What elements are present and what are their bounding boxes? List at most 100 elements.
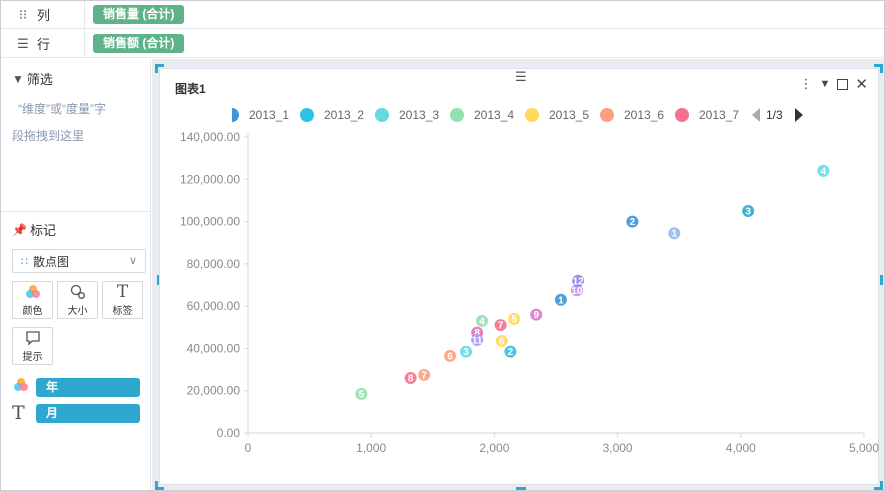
label-button-label: 标签 — [112, 305, 133, 317]
scatter-point — [404, 372, 417, 385]
chevron-down-icon: ∨ — [128, 255, 137, 267]
columns-icon: ⁝⁝ — [18, 6, 28, 22]
filter-section[interactable]: ▼ 筛选 “维度”或“度量”字 段拖拽到这里 — [1, 59, 150, 212]
point-label: 1 — [558, 295, 564, 306]
scatter-icon: ∷ — [21, 255, 28, 268]
point-label: 4 — [821, 166, 827, 177]
scatter-point — [554, 293, 567, 306]
y-tick-label: 80,000.00 — [187, 257, 241, 271]
x-tick-label: 3,000 — [603, 441, 633, 455]
legend-next-icon — [795, 108, 803, 122]
resize-handle-top-right[interactable] — [874, 64, 883, 73]
legend-marker — [600, 108, 614, 122]
label-icon: T — [12, 402, 25, 424]
filter-drop-hint: “维度”或“度量”字 段拖拽到这里 — [12, 96, 140, 150]
tooltip-button[interactable]: 提示 — [12, 327, 53, 365]
legend-item-label: 2013_5 — [549, 108, 589, 122]
maximize-icon[interactable] — [837, 78, 849, 90]
more-icon[interactable]: ⋮ — [799, 76, 813, 91]
point-label: 4 — [479, 316, 485, 327]
legend-item-label: 2013_6 — [624, 108, 664, 122]
point-label: 8 — [408, 374, 414, 385]
filter-hint-line2: 段拖拽到这里 — [12, 129, 85, 143]
drag-handle-icon[interactable]: ☰ — [515, 69, 527, 84]
legend-marker — [232, 108, 239, 122]
legend-marker — [525, 108, 539, 122]
close-icon[interactable]: ✕ — [855, 76, 868, 93]
rows-shelf: ☰ 行 销售额 (合计) — [1, 30, 884, 58]
resize-handle-bottom-right[interactable] — [874, 481, 883, 490]
y-tick-label: 20,000.00 — [187, 384, 241, 398]
legend-marker — [375, 108, 389, 122]
rows-field-pill[interactable]: 销售额 (合计) — [93, 34, 185, 53]
point-label: 3 — [745, 207, 751, 218]
y-tick-label: 120,000.00 — [180, 172, 240, 186]
resize-handle-left[interactable] — [157, 275, 160, 285]
resize-handle-bottom-left[interactable] — [155, 481, 164, 490]
mark-buttons: 颜色 大小 T 标签 提示 — [12, 281, 152, 365]
x-tick-label: 4,000 — [726, 441, 756, 455]
marks-title: 📌 标记 — [12, 220, 150, 239]
filter-title-text: 筛选 — [26, 72, 53, 87]
point-label: 10 — [571, 286, 583, 297]
legend-item-label: 2013_1 — [249, 108, 289, 122]
scatter-point — [572, 274, 585, 287]
pin-icon: 📌 — [12, 222, 27, 237]
columns-shelf: ⁝⁝ 列 销售量 (合计) — [1, 1, 884, 29]
legend-marker — [675, 108, 689, 122]
legend-prev-icon — [752, 108, 760, 122]
chart-toolbar: ⋮ ▼ ✕ — [800, 75, 868, 93]
scatter-point — [530, 308, 543, 321]
size-button[interactable]: 大小 — [57, 281, 98, 319]
color-button[interactable]: 颜色 — [12, 281, 53, 319]
scatter-point — [494, 319, 507, 332]
scatter-point — [817, 164, 830, 177]
x-tick-label: 0 — [245, 441, 252, 455]
resize-handle-bottom[interactable] — [516, 487, 526, 490]
size-button-label: 大小 — [67, 305, 88, 317]
point-label: 6 — [447, 351, 453, 362]
filter-title: ▼ 筛选 — [12, 69, 150, 88]
point-label: 9 — [534, 310, 540, 321]
legend-marker — [300, 108, 314, 122]
columns-field-pill[interactable]: 销售量 (合计) — [93, 5, 185, 24]
year-field-pill[interactable]: 年 — [36, 378, 140, 397]
filter-icon[interactable]: ▼ — [819, 78, 831, 90]
scatter-point — [471, 333, 484, 346]
y-tick-label: 140,000.00 — [180, 130, 240, 144]
x-tick-label: 1,000 — [356, 441, 386, 455]
resize-handle-right[interactable] — [880, 275, 883, 285]
point-label: 12 — [573, 276, 585, 287]
legend-item-label: 2013_3 — [399, 108, 439, 122]
chart-type-value: 散点图 — [33, 254, 70, 269]
scatter-point — [460, 345, 473, 358]
legend-item-label: 2013_2 — [324, 108, 364, 122]
color-icon — [12, 377, 36, 398]
scatter-point — [504, 345, 517, 358]
scatter-point — [418, 368, 431, 381]
color-field-row: 年 — [12, 377, 150, 398]
point-label: 2 — [508, 347, 514, 358]
scatter-point — [626, 215, 639, 228]
filter-hint-line1: “维度”或“度量”字 — [18, 102, 106, 116]
point-label: 11 — [472, 335, 483, 346]
marks-title-text: 标记 — [29, 223, 56, 238]
rows-shelf-header: ☰ 行 — [1, 30, 85, 57]
rows-label: 行 — [37, 37, 51, 52]
scatter-plot: 0.00 20,000.00 40,000.00 60,000.00 80,000.00… — [180, 108, 879, 455]
left-panel: ▼ 筛选 “维度”或“度量”字 段拖拽到这里 📌 标记 ∷ 散点图 ∨ 颜色 — [1, 59, 151, 490]
marks-section: 📌 标记 ∷ 散点图 ∨ 颜色 大小 T 标签 — [1, 212, 150, 424]
label-field-row: T 月 — [12, 402, 150, 424]
scatter-point — [668, 227, 681, 240]
x-tick-label: 5,000 — [849, 441, 879, 455]
month-field-pill[interactable]: 月 — [36, 403, 140, 423]
scatter-point — [355, 387, 368, 400]
scatter-point — [742, 205, 755, 217]
chart-type-select[interactable]: ∷ 散点图 ∨ — [12, 249, 146, 273]
label-button[interactable]: T 标签 — [102, 281, 143, 319]
point-label: 5 — [359, 389, 365, 400]
color-icon — [25, 284, 41, 302]
legend-item-label: 2013_7 — [699, 108, 739, 122]
scatter-point — [476, 314, 489, 327]
resize-handle-top-left[interactable] — [155, 64, 164, 73]
